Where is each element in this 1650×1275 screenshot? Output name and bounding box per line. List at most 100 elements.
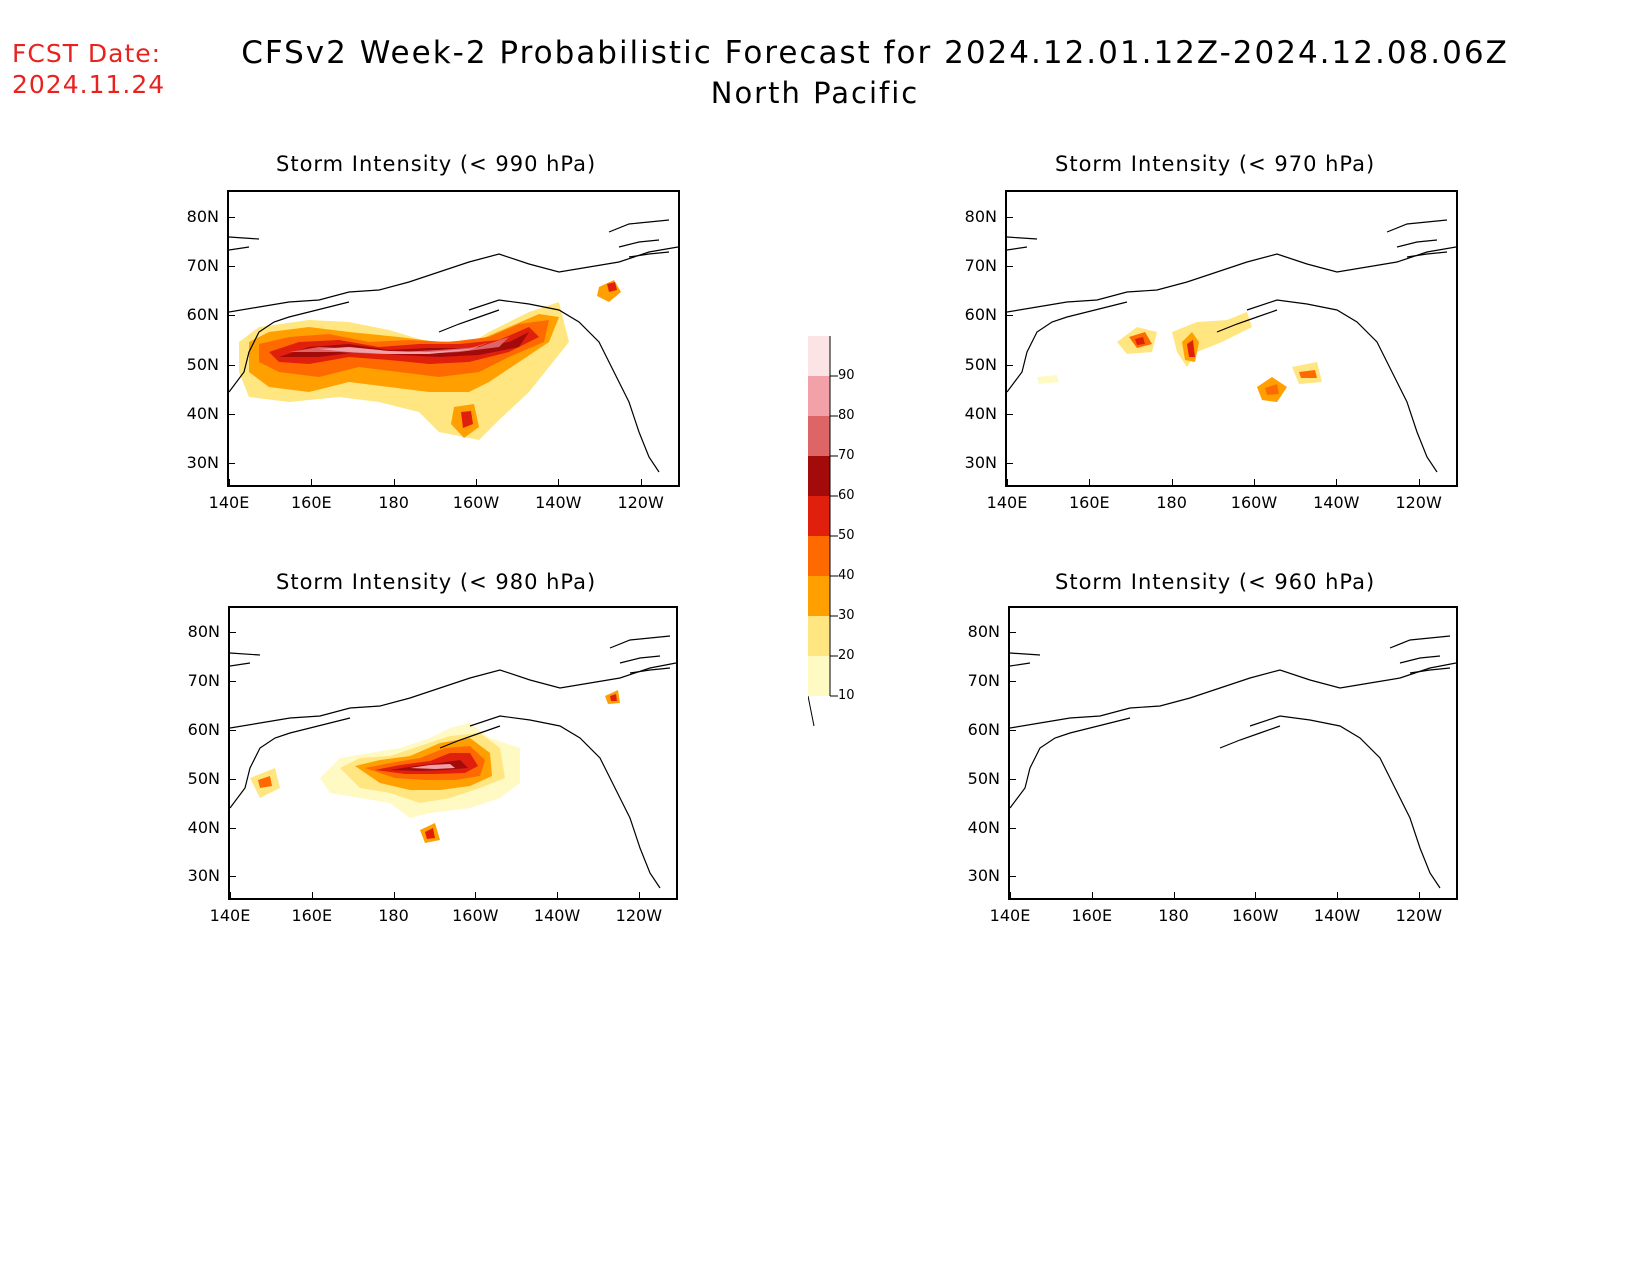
x-tick-label-980: 160W xyxy=(452,906,499,925)
colorbar-label: 40 xyxy=(838,568,855,583)
y-tick-mark-960 xyxy=(1008,632,1016,634)
x-tick-mark-970 xyxy=(1418,479,1420,487)
colorbar-svg xyxy=(807,336,838,727)
y-tick-label-970: 40N xyxy=(964,403,997,423)
map-980 xyxy=(230,635,676,889)
colorbar-segment xyxy=(808,656,830,696)
y-tick-mark-990 xyxy=(227,315,235,317)
y-tick-label-980: 80N xyxy=(187,622,220,642)
x-tick-label-970: 120W xyxy=(1395,493,1442,512)
x-tick-mark-960 xyxy=(1091,892,1093,900)
colorbar-segment xyxy=(808,616,830,656)
x-tick-label-980: 160E xyxy=(291,906,333,925)
x-tick-mark-990 xyxy=(640,479,642,487)
x-tick-mark-980 xyxy=(557,892,559,900)
y-tick-mark-970 xyxy=(1005,216,1013,218)
colorbar xyxy=(807,336,848,736)
y-tick-label-990: 70N xyxy=(186,256,219,276)
y-tick-mark-990 xyxy=(227,413,235,415)
fcst-date-line1: FCST Date: xyxy=(12,39,162,68)
x-tick-mark-990 xyxy=(311,479,313,487)
x-tick-label-970: 140W xyxy=(1313,493,1360,512)
probability-field-980 xyxy=(250,690,620,843)
y-tick-mark-960 xyxy=(1008,827,1016,829)
x-tick-label-960: 160W xyxy=(1232,906,1279,925)
x-tick-mark-960 xyxy=(1010,892,1011,900)
page-subtitle: North Pacific xyxy=(710,76,920,110)
x-tick-label-990: 120W xyxy=(617,493,664,512)
y-tick-mark-990 xyxy=(227,364,235,366)
x-tick-mark-990 xyxy=(558,479,560,487)
colorbar-segment xyxy=(808,536,830,576)
colorbar-segment xyxy=(808,456,830,496)
x-tick-label-970: 160E xyxy=(1068,493,1110,512)
coastlines-980 xyxy=(230,635,676,889)
colorbar-label: 20 xyxy=(838,648,855,663)
y-tick-label-970: 60N xyxy=(964,305,997,325)
map-970 xyxy=(1007,219,1456,473)
colorbar-label: 50 xyxy=(838,528,855,543)
x-tick-label-980: 140E xyxy=(209,906,251,925)
y-tick-mark-980 xyxy=(228,827,236,829)
y-tick-label-960: 30N xyxy=(967,866,1000,886)
y-tick-label-960: 40N xyxy=(967,817,1000,837)
colorbar-segment xyxy=(808,336,830,376)
x-tick-mark-970 xyxy=(1336,479,1338,487)
map-960 xyxy=(1010,635,1456,889)
x-tick-label-990: 160W xyxy=(452,493,500,512)
coastlines-960 xyxy=(1010,635,1456,889)
colorbar-segment xyxy=(808,496,830,536)
page-title: CFSv2 Week-2 Probabilistic Forecast for … xyxy=(241,35,1509,71)
x-tick-label-960: 120W xyxy=(1395,906,1443,925)
y-tick-label-960: 50N xyxy=(967,768,1000,788)
colorbar-outline xyxy=(807,336,831,727)
colorbar-label: 10 xyxy=(838,688,855,703)
y-tick-mark-970 xyxy=(1005,266,1013,268)
colorbar-label: 70 xyxy=(838,448,855,463)
y-tick-label-980: 50N xyxy=(187,768,220,788)
y-tick-label-990: 40N xyxy=(186,403,219,423)
map-990 xyxy=(229,219,678,473)
x-tick-mark-970 xyxy=(1171,479,1173,487)
y-tick-mark-990 xyxy=(227,266,235,268)
x-tick-mark-960 xyxy=(1418,892,1420,900)
y-tick-mark-980 xyxy=(228,876,236,878)
x-tick-mark-970 xyxy=(1089,479,1091,487)
x-tick-label-990: 180 xyxy=(378,493,409,512)
y-tick-mark-980 xyxy=(228,730,236,732)
x-tick-label-990: 140W xyxy=(535,493,582,512)
y-tick-mark-960 xyxy=(1008,681,1016,683)
y-tick-label-980: 60N xyxy=(187,720,220,740)
x-tick-label-980: 140W xyxy=(533,906,581,925)
y-tick-label-990: 30N xyxy=(186,453,219,473)
y-tick-mark-960 xyxy=(1008,876,1016,878)
x-tick-mark-980 xyxy=(638,892,640,900)
coastlines-970 xyxy=(1007,219,1456,473)
y-tick-mark-980 xyxy=(228,778,236,780)
y-tick-label-990: 60N xyxy=(186,305,219,325)
x-tick-mark-990 xyxy=(393,479,395,487)
y-tick-mark-970 xyxy=(1005,463,1013,465)
x-tick-mark-980 xyxy=(311,892,313,900)
x-tick-label-960: 140E xyxy=(989,906,1031,925)
y-tick-mark-960 xyxy=(1008,778,1016,780)
x-tick-label-990: 140E xyxy=(208,493,250,512)
map-frame-980 xyxy=(228,606,678,900)
x-tick-label-960: 160E xyxy=(1071,906,1113,925)
map-frame-990 xyxy=(227,190,680,487)
x-tick-label-970: 180 xyxy=(1156,493,1187,512)
probability-field-990 xyxy=(239,280,621,440)
fcst-date-line2: 2024.11.24 xyxy=(12,70,166,99)
y-tick-label-980: 40N xyxy=(187,817,220,837)
map-frame-960 xyxy=(1008,606,1458,900)
colorbar-label: 60 xyxy=(838,488,855,503)
panel-title-960: Storm Intensity (< 960 hPa) xyxy=(1055,570,1376,594)
x-tick-mark-980 xyxy=(230,892,231,900)
map-frame-970 xyxy=(1005,190,1458,487)
colorbar-segment xyxy=(808,376,830,416)
panel-title-970: Storm Intensity (< 970 hPa) xyxy=(1055,152,1376,176)
y-tick-label-970: 50N xyxy=(964,354,997,374)
y-tick-mark-970 xyxy=(1005,413,1013,415)
x-tick-label-970: 140E xyxy=(986,493,1028,512)
x-tick-mark-960 xyxy=(1173,892,1175,900)
